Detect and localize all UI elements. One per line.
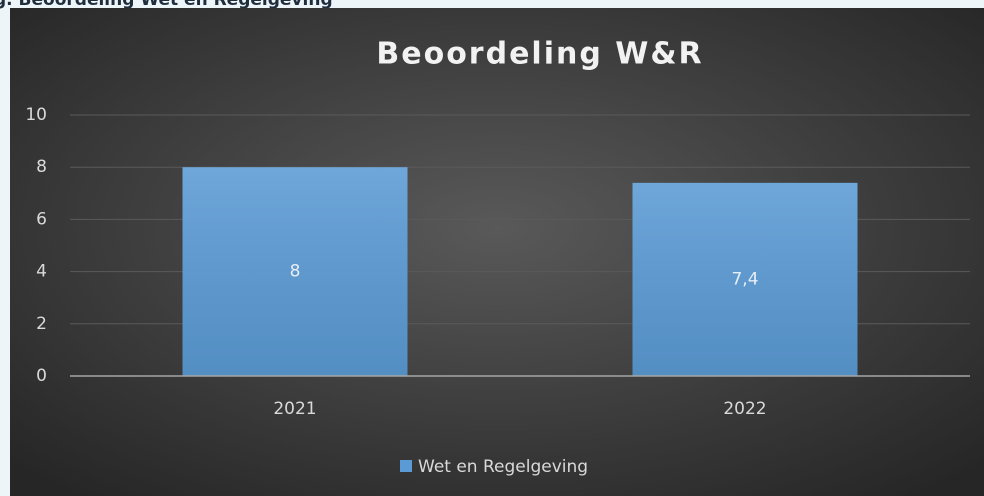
- y-tick-label: 6: [36, 209, 47, 229]
- data-label: 8: [290, 262, 301, 282]
- x-tick-label: 2021: [273, 399, 316, 419]
- chart-title: Beoordeling W&R: [376, 37, 703, 72]
- y-tick-label: 2: [36, 314, 47, 334]
- y-tick-label: 8: [36, 157, 47, 177]
- bar-shade: [632, 182, 858, 376]
- data-label: 7,4: [731, 269, 758, 289]
- legend-swatch: [400, 460, 412, 472]
- legend-label: Wet en Regelgeving: [418, 457, 588, 477]
- caption: g. Beoordeling Wet en Regelgeving: [0, 0, 333, 10]
- y-tick-label: 4: [36, 262, 47, 282]
- x-tick-label: 2022: [723, 399, 766, 419]
- y-tick-label: 0: [36, 366, 47, 386]
- bar-shade: [182, 167, 408, 376]
- y-tick-label: 10: [25, 105, 47, 125]
